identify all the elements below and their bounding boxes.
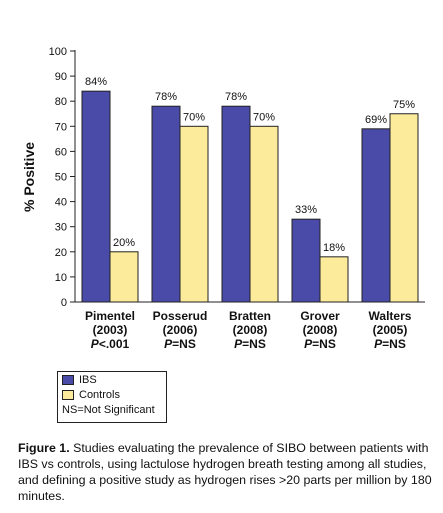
x-label-pvalue: P=NS (164, 337, 196, 351)
legend-label-controls: Controls (79, 388, 120, 401)
x-label-study: Walters (369, 309, 412, 323)
legend-item-controls: Controls (58, 387, 166, 402)
caption-label: Figure 1. (18, 441, 70, 455)
bar-controls (389, 113, 419, 303)
legend-swatch-ibs (62, 374, 74, 385)
data-label-controls: 70% (183, 111, 205, 123)
legend-item-ibs: IBS (58, 372, 166, 387)
data-label-ibs: 33% (295, 204, 317, 216)
y-tick-label: 100 (49, 46, 67, 58)
bars: 84% 20% 78% 70% 78% 70% 33% 18% 69% 75% (81, 76, 419, 303)
y-tick-label: 70 (55, 121, 67, 133)
x-label-study: Pimentel (85, 309, 135, 323)
bar-controls (179, 125, 209, 303)
y-tick-label: 90 (55, 71, 67, 83)
x-label-pvalue: P=NS (234, 337, 266, 351)
bar-ibs (291, 218, 321, 303)
x-label-study: Grover (300, 309, 340, 323)
bar-ibs (221, 105, 251, 303)
x-label-study: Posserud (153, 309, 208, 323)
x-label-year: (2005) (373, 323, 408, 337)
caption-text: Studies evaluating the prevalence of SIB… (18, 441, 432, 503)
data-label-controls: 18% (323, 242, 345, 254)
data-label-ibs: 69% (365, 114, 387, 126)
data-label-ibs: 78% (155, 91, 177, 103)
data-label-ibs: 84% (85, 76, 107, 88)
bar-controls (319, 256, 349, 303)
bar-ibs (361, 128, 391, 303)
x-label-pvalue: P<.001 (91, 337, 130, 351)
bar-chart: % Positive 0 10 20 30 40 50 60 70 80 90 100 84% 20%… (21, 46, 425, 351)
legend-note: NS=Not Significant (58, 402, 166, 417)
x-label-pvalue: P=NS (374, 337, 406, 351)
y-tick-label: 20 (55, 247, 67, 259)
y-tick-label: 80 (55, 96, 67, 108)
x-label-year: (2006) (163, 323, 198, 337)
y-tick-label: 40 (55, 197, 67, 209)
data-label-controls: 75% (393, 99, 415, 111)
data-label-controls: 70% (253, 111, 275, 123)
data-label-ibs: 78% (225, 91, 247, 103)
y-tick-label: 50 (55, 172, 67, 184)
y-tick-label: 10 (55, 272, 67, 284)
x-label-study: Bratten (229, 309, 271, 323)
bar-ibs (151, 105, 181, 303)
y-tick-label: 60 (55, 146, 67, 158)
x-label-year: (2008) (303, 323, 338, 337)
legend-note-text: NS=Not Significant (62, 403, 155, 416)
y-tick-label: 30 (55, 222, 67, 234)
y-tick-label: 0 (61, 297, 67, 309)
y-axis-label: % Positive (21, 142, 37, 212)
figure-caption: Figure 1. Studies evaluating the prevale… (18, 440, 433, 504)
legend-label-ibs: IBS (79, 373, 97, 386)
data-label-controls: 20% (113, 237, 135, 249)
x-label-year: (2008) (233, 323, 268, 337)
legend: IBS Controls NS=Not Significant (57, 371, 167, 423)
x-label-pvalue: P=NS (304, 337, 336, 351)
bar-controls (249, 125, 279, 303)
bar-controls (109, 251, 139, 303)
legend-swatch-controls (62, 389, 74, 400)
x-label-year: (2003) (93, 323, 128, 337)
x-axis-labels: Pimentel(2003)P<.001Posserud(2006)P=NSBr… (85, 309, 412, 351)
bar-ibs (81, 90, 111, 303)
axes: 0 10 20 30 40 50 60 70 80 90 100 (49, 46, 425, 309)
